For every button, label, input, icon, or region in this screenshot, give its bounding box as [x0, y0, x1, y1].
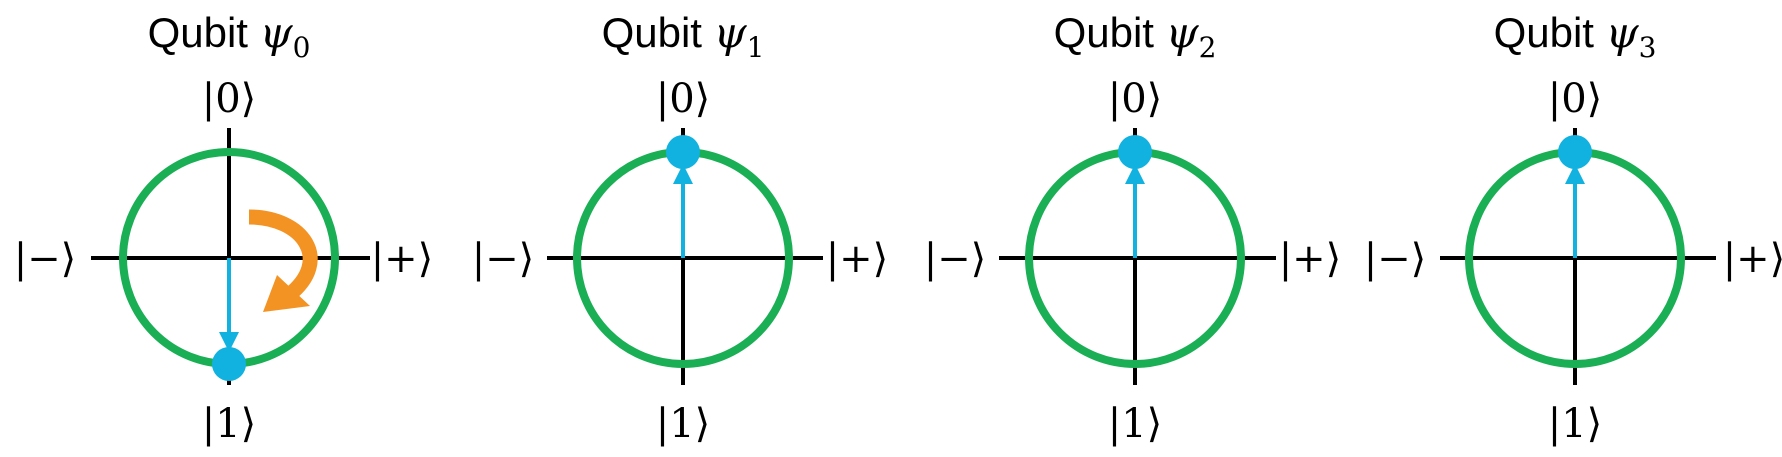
state-point: [666, 135, 700, 169]
state-point: [1558, 135, 1592, 169]
ket-label-right: |+⟩: [1279, 236, 1342, 282]
qubit-panel-1: Qubit ψ1 |0⟩ |1⟩ |−⟩ |+⟩: [472, 8, 889, 447]
ket-label-right: |+⟩: [1723, 236, 1782, 282]
ket-label-left: |−⟩: [472, 236, 535, 282]
ket-label-top: |0⟩: [202, 76, 257, 122]
qubit-panel-3: Qubit ψ3 |0⟩ |1⟩ |−⟩ |+⟩: [1364, 8, 1782, 447]
qubit-title-word: Qubit: [1494, 9, 1606, 56]
qubit-symbol: ψ: [260, 8, 294, 57]
qubit-subscript: 3: [1639, 31, 1657, 64]
qubit-title: Qubit ψ1: [602, 8, 765, 64]
curved-arrow-icon: [248, 209, 318, 312]
qubit-panel-2: Qubit ψ2 |0⟩ |1⟩ |−⟩ |+⟩: [924, 8, 1342, 447]
ket-label-bottom: |1⟩: [1108, 401, 1163, 447]
qubit-title: Qubit ψ0: [148, 8, 311, 64]
ket-label-bottom: |1⟩: [656, 401, 711, 447]
ket-label-top: |0⟩: [1108, 76, 1163, 122]
qubit-title-word: Qubit: [1054, 9, 1166, 56]
state-point: [212, 347, 246, 381]
ket-label-left: |−⟩: [924, 236, 987, 282]
ket-label-bottom: |1⟩: [1548, 401, 1603, 447]
qubit-symbol: ψ: [714, 8, 748, 57]
qubit-title: Qubit ψ2: [1054, 8, 1217, 64]
qubit-symbol: ψ: [1166, 8, 1200, 57]
qubit-subscript: 1: [747, 31, 765, 64]
ket-label-right: |+⟩: [371, 236, 434, 282]
ket-label-bottom: |1⟩: [202, 401, 257, 447]
qubit-title-word: Qubit: [602, 9, 714, 56]
qubit-symbol: ψ: [1606, 8, 1640, 57]
qubit-title-word: Qubit: [148, 9, 260, 56]
qubit-title: Qubit ψ3: [1494, 8, 1657, 64]
ket-label-right: |+⟩: [826, 236, 889, 282]
qubit-subscript: 2: [1199, 31, 1217, 64]
qubit-panel-0: Qubit ψ0 |0⟩ |1⟩ |−⟩ |+⟩: [14, 8, 434, 447]
ket-label-left: |−⟩: [14, 236, 77, 282]
ket-label-left: |−⟩: [1364, 236, 1427, 282]
state-point: [1118, 135, 1152, 169]
ket-label-top: |0⟩: [656, 76, 711, 122]
qubit-subscript: 0: [293, 31, 311, 64]
ket-label-top: |0⟩: [1548, 76, 1603, 122]
